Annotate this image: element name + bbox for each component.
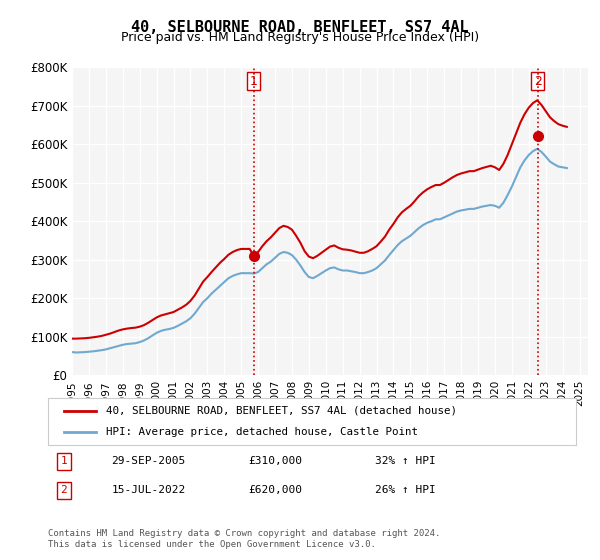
Text: Price paid vs. HM Land Registry's House Price Index (HPI): Price paid vs. HM Land Registry's House … <box>121 31 479 44</box>
Text: 2: 2 <box>534 75 542 88</box>
Text: Contains HM Land Registry data © Crown copyright and database right 2024.
This d: Contains HM Land Registry data © Crown c… <box>48 529 440 549</box>
Text: 1: 1 <box>250 75 258 88</box>
Text: 40, SELBOURNE ROAD, BENFLEET, SS7 4AL (detached house): 40, SELBOURNE ROAD, BENFLEET, SS7 4AL (d… <box>106 406 457 416</box>
Text: 1: 1 <box>61 456 67 466</box>
Text: 40, SELBOURNE ROAD, BENFLEET, SS7 4AL: 40, SELBOURNE ROAD, BENFLEET, SS7 4AL <box>131 20 469 35</box>
Text: 32% ↑ HPI: 32% ↑ HPI <box>376 456 436 466</box>
Text: £310,000: £310,000 <box>248 456 302 466</box>
Text: HPI: Average price, detached house, Castle Point: HPI: Average price, detached house, Cast… <box>106 427 418 437</box>
Text: 29-SEP-2005: 29-SEP-2005 <box>112 456 185 466</box>
Text: £620,000: £620,000 <box>248 486 302 495</box>
Text: 2: 2 <box>61 486 67 495</box>
Text: 26% ↑ HPI: 26% ↑ HPI <box>376 486 436 495</box>
Text: 15-JUL-2022: 15-JUL-2022 <box>112 486 185 495</box>
